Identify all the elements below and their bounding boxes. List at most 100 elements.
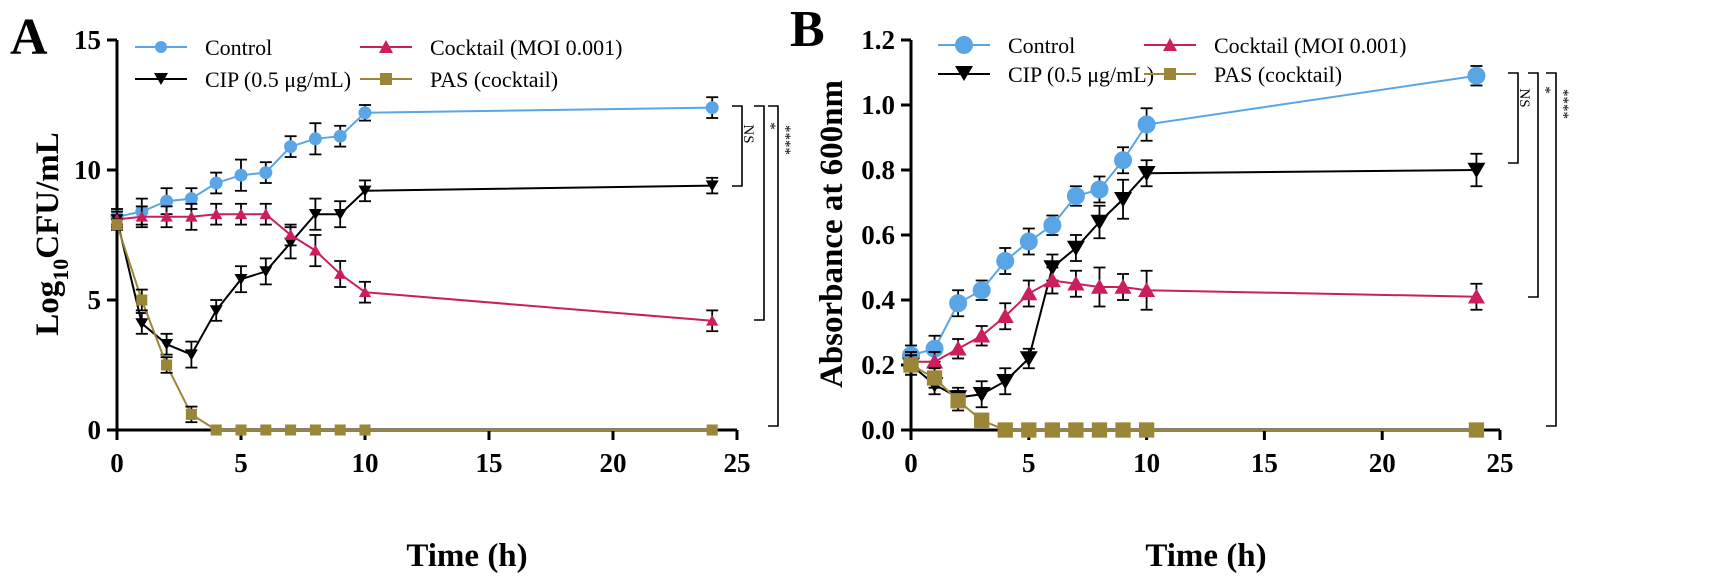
data-point [308, 209, 322, 221]
data-point [161, 359, 173, 371]
series-cip [110, 176, 719, 369]
legend-label: CIP (0.5 μg/mL) [205, 67, 351, 92]
y-tick-label: 1.0 [861, 90, 895, 120]
y-tick-label: 0.0 [861, 415, 895, 445]
legend-item-cocktail: Cocktail (MOI 0.001) [360, 35, 622, 60]
data-point [1137, 166, 1156, 182]
data-point [285, 424, 297, 436]
panel-b-y-axis-title: Absorbance at 600nm [814, 80, 850, 388]
data-point [1137, 115, 1156, 134]
y-tick-label: 0.4 [861, 285, 895, 315]
series-line [910, 364, 1477, 431]
legend-item-pas: PAS (cocktail) [1144, 62, 1342, 87]
legend-item-cip: CIP (0.5 μg/mL) [938, 62, 1154, 87]
data-point [903, 357, 919, 373]
legend-label: CIP (0.5 μg/mL) [1008, 62, 1154, 87]
data-point [706, 424, 718, 436]
series-line [116, 184, 713, 356]
data-point [926, 370, 943, 386]
data-point [1138, 422, 1155, 438]
data-point [996, 374, 1015, 390]
data-point [1090, 214, 1109, 231]
data-point [1467, 162, 1486, 179]
y-tick-label: 5 [88, 285, 102, 315]
y-tick-label: 15 [74, 25, 101, 55]
data-point [705, 101, 719, 115]
data-point [284, 140, 298, 154]
data-point [334, 268, 347, 279]
data-point [1115, 422, 1131, 438]
x-tick-label: 25 [724, 448, 751, 478]
data-point [1067, 275, 1085, 291]
data-point [949, 340, 967, 356]
series-line [116, 106, 713, 218]
sig-bracket-single [754, 105, 765, 321]
data-point [308, 132, 322, 146]
data-point [997, 422, 1013, 438]
sig-bracket-quad [1546, 72, 1557, 427]
data-point [1019, 351, 1038, 367]
data-point [185, 210, 198, 222]
data-point [705, 180, 719, 192]
sig-bracket-ns [1508, 72, 1519, 164]
panel-b-significance [1508, 72, 1557, 427]
data-point [185, 408, 197, 420]
panel-a-axes: 0 5 10 15 20 25 0 5 10 15 [74, 25, 751, 478]
legend-item-pas: PAS (cocktail) [360, 67, 558, 92]
square-marker-icon [1164, 68, 1176, 80]
triangle-up-marker-icon [1163, 38, 1177, 51]
series-line [910, 74, 1477, 357]
y-tick-label: 0 [88, 415, 102, 445]
data-point [996, 308, 1014, 323]
data-point [309, 424, 321, 436]
series-control [902, 65, 1486, 366]
data-point [996, 252, 1015, 270]
legend-label: PAS (cocktail) [1214, 62, 1342, 87]
sig-label-single: * [762, 122, 778, 130]
data-point [259, 208, 272, 220]
series-pas [111, 218, 718, 436]
data-point [1114, 151, 1133, 170]
panel-a-x-axis-title: Time (h) [406, 538, 527, 574]
y-tick-label: 0.6 [861, 220, 895, 250]
data-point [234, 168, 248, 182]
data-point [974, 412, 990, 428]
data-point [260, 424, 272, 436]
data-point [160, 194, 174, 208]
data-point [160, 339, 174, 351]
data-point [1138, 282, 1156, 297]
circle-marker-icon [955, 36, 973, 54]
x-tick-label: 0 [110, 448, 124, 478]
square-marker-icon [380, 73, 392, 85]
x-tick-label: 10 [1133, 448, 1160, 478]
y-title-subscript: 10 [48, 259, 73, 281]
panel-b-x-axis-title: Time (h) [1145, 538, 1266, 574]
x-tick-label: 20 [600, 448, 627, 478]
data-point [358, 185, 372, 197]
data-point [1090, 278, 1109, 294]
data-point [1091, 422, 1108, 438]
panel-a-y-axis-title: Log10CFU/mL [30, 132, 73, 336]
legend-label: Cocktail (MOI 0.001) [1214, 33, 1406, 58]
triangle-up-marker-icon [379, 40, 393, 53]
data-point [1114, 278, 1132, 294]
data-point [1044, 422, 1061, 438]
data-point [209, 176, 223, 190]
series-cocktail [110, 202, 719, 333]
sig-bracket-ns [732, 105, 743, 187]
triangle-down-marker-icon [154, 73, 168, 85]
legend-label: Cocktail (MOI 0.001) [430, 35, 622, 60]
sig-bracket-single [1528, 72, 1539, 298]
legend-item-control: Control [938, 33, 1075, 58]
data-point [1066, 187, 1085, 205]
data-point [234, 208, 248, 220]
legend-item-cip: CIP (0.5 μg/mL) [135, 67, 351, 92]
sig-label-quad: **** [777, 125, 793, 155]
data-point [706, 314, 719, 326]
x-tick-label: 25 [1487, 448, 1514, 478]
data-point [333, 209, 347, 221]
data-point [135, 210, 148, 222]
panel-a-letter: A [10, 9, 48, 66]
